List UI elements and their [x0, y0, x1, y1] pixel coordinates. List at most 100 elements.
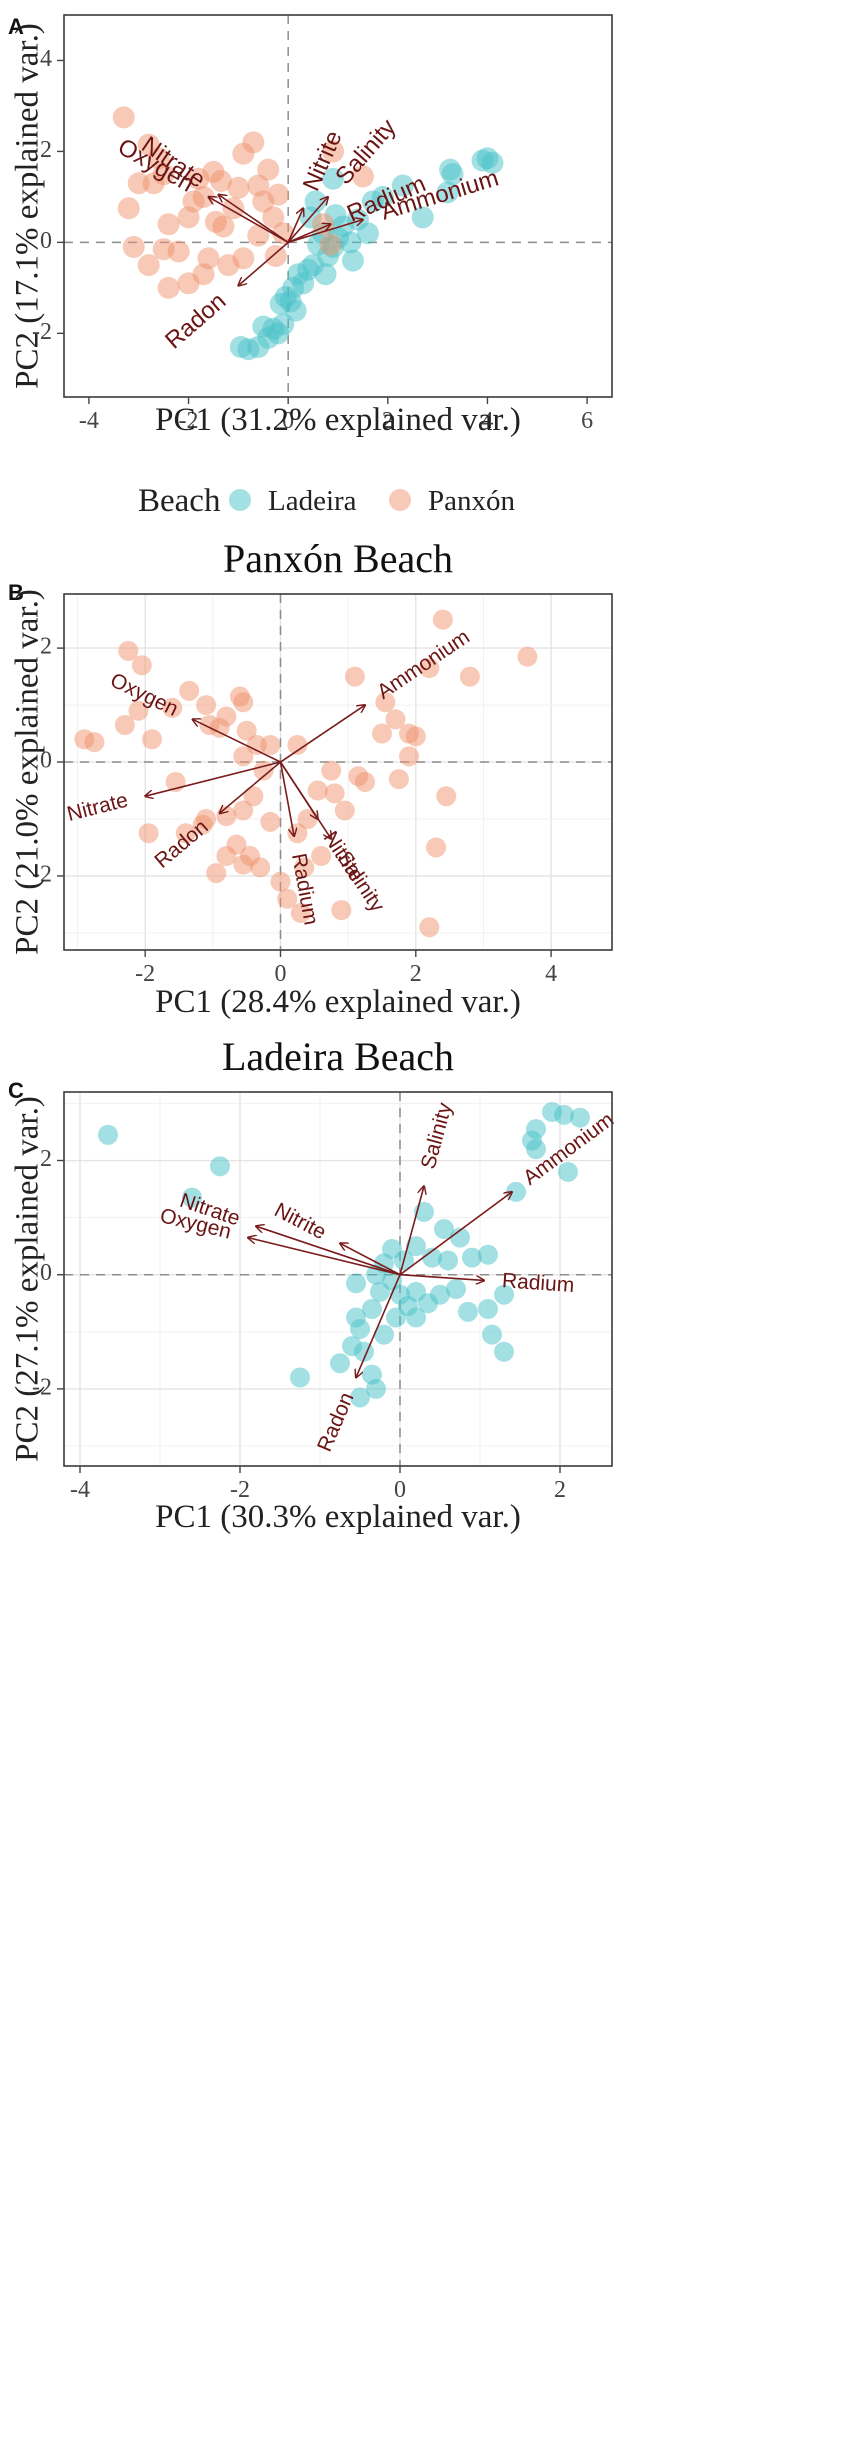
data-point[interactable] — [260, 734, 281, 755]
data-point[interactable] — [374, 1324, 394, 1345]
data-point[interactable] — [98, 1124, 118, 1145]
data-point[interactable] — [330, 1353, 350, 1374]
data-point[interactable] — [426, 837, 447, 858]
data-point[interactable] — [321, 760, 342, 781]
data-point[interactable] — [233, 854, 254, 875]
data-point[interactable] — [375, 692, 396, 713]
data-point[interactable] — [264, 245, 287, 268]
data-point[interactable] — [182, 1187, 202, 1208]
data-point[interactable] — [341, 249, 364, 272]
data-point[interactable] — [331, 900, 352, 921]
data-point[interactable] — [192, 814, 213, 835]
data-point[interactable] — [371, 723, 392, 744]
data-point[interactable] — [386, 1307, 406, 1328]
data-point[interactable] — [250, 857, 271, 878]
data-point[interactable] — [439, 158, 462, 181]
data-point[interactable] — [478, 1298, 498, 1319]
data-point[interactable] — [270, 871, 291, 892]
data-point[interactable] — [196, 695, 217, 716]
data-point[interactable] — [406, 1307, 426, 1328]
data-point[interactable] — [175, 823, 196, 844]
data-point[interactable] — [209, 169, 232, 192]
data-point[interactable] — [179, 680, 200, 701]
data-point[interactable] — [122, 235, 145, 258]
data-point[interactable] — [233, 800, 254, 821]
data-point[interactable] — [388, 769, 409, 790]
data-point[interactable] — [272, 222, 295, 245]
data-point[interactable] — [137, 254, 160, 277]
data-point[interactable] — [476, 147, 499, 170]
data-point[interactable] — [391, 174, 414, 197]
data-point[interactable] — [118, 640, 139, 661]
data-point[interactable] — [141, 729, 162, 750]
data-point[interactable] — [344, 666, 365, 687]
data-point[interactable] — [419, 658, 440, 679]
data-point[interactable] — [182, 190, 205, 213]
data-point[interactable] — [570, 1107, 590, 1128]
data-point[interactable] — [84, 732, 105, 753]
data-point[interactable] — [307, 780, 328, 801]
data-point[interactable] — [450, 1227, 470, 1248]
data-point[interactable] — [112, 106, 135, 129]
data-point[interactable] — [314, 263, 337, 286]
data-point[interactable] — [242, 131, 265, 154]
data-point[interactable] — [419, 917, 440, 938]
data-point[interactable] — [216, 846, 237, 867]
data-point[interactable] — [210, 1156, 230, 1177]
data-point[interactable] — [406, 1236, 426, 1257]
data-point[interactable] — [294, 857, 315, 878]
data-point[interactable] — [233, 692, 254, 713]
data-point[interactable] — [405, 726, 426, 747]
data-point[interactable] — [114, 715, 135, 736]
data-point[interactable] — [462, 1247, 482, 1268]
data-point[interactable] — [152, 238, 175, 261]
data-point[interactable] — [351, 165, 374, 188]
data-point[interactable] — [385, 709, 406, 730]
data-point[interactable] — [558, 1161, 578, 1182]
data-point[interactable] — [204, 210, 227, 233]
data-point[interactable] — [422, 1247, 442, 1268]
data-point[interactable] — [324, 783, 345, 804]
data-point[interactable] — [434, 1219, 454, 1240]
data-point[interactable] — [157, 276, 180, 299]
data-point[interactable] — [506, 1181, 526, 1202]
data-point[interactable] — [162, 697, 183, 718]
data-point[interactable] — [436, 181, 459, 204]
data-point[interactable] — [322, 140, 345, 163]
data-point[interactable] — [297, 808, 318, 829]
data-point[interactable] — [269, 292, 292, 315]
data-point[interactable] — [399, 746, 420, 767]
data-point[interactable] — [458, 1301, 478, 1322]
data-point[interactable] — [436, 786, 457, 807]
data-point[interactable] — [411, 206, 434, 229]
data-point[interactable] — [131, 655, 152, 676]
data-point[interactable] — [277, 888, 298, 909]
data-point[interactable] — [370, 1281, 390, 1302]
data-point[interactable] — [243, 786, 264, 807]
data-point[interactable] — [257, 158, 280, 181]
data-point[interactable] — [209, 717, 230, 738]
data-point[interactable] — [350, 1318, 370, 1339]
data-point[interactable] — [355, 771, 376, 792]
data-point[interactable] — [206, 863, 227, 884]
data-point[interactable] — [319, 233, 342, 256]
data-point[interactable] — [267, 183, 290, 206]
data-point[interactable] — [459, 666, 480, 687]
data-point[interactable] — [290, 902, 311, 923]
data-point[interactable] — [252, 315, 275, 338]
data-point[interactable] — [262, 206, 285, 229]
data-point[interactable] — [117, 197, 140, 220]
data-point[interactable] — [138, 823, 159, 844]
data-point[interactable] — [438, 1250, 458, 1271]
data-point[interactable] — [494, 1284, 514, 1305]
data-point[interactable] — [187, 167, 210, 190]
data-point[interactable] — [287, 734, 308, 755]
data-point[interactable] — [478, 1244, 498, 1265]
data-point[interactable] — [322, 167, 345, 190]
data-point[interactable] — [482, 1324, 502, 1345]
data-point[interactable] — [346, 1273, 366, 1294]
data-point[interactable] — [157, 213, 180, 236]
data-point[interactable] — [217, 254, 240, 277]
data-point[interactable] — [311, 846, 332, 867]
data-point[interactable] — [216, 806, 237, 827]
